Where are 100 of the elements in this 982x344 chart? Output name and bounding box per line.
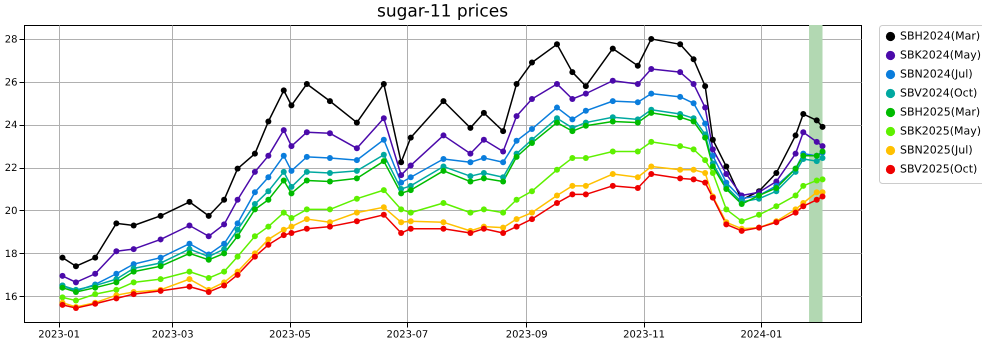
- point: [288, 224, 294, 230]
- point: [814, 117, 820, 124]
- point: [354, 196, 360, 202]
- point: [304, 226, 310, 232]
- point: [569, 128, 576, 134]
- point: [265, 196, 272, 203]
- point: [569, 69, 576, 76]
- point: [234, 254, 241, 260]
- point: [130, 279, 137, 286]
- point: [130, 246, 137, 252]
- point: [398, 206, 404, 212]
- point: [113, 248, 120, 254]
- x-tick-label: 2023-09: [506, 330, 548, 340]
- point: [554, 166, 560, 173]
- point: [186, 240, 192, 247]
- point: [677, 166, 684, 173]
- y-tick-label: 20: [4, 206, 18, 217]
- point: [710, 164, 716, 170]
- point: [634, 174, 641, 180]
- point: [354, 120, 360, 126]
- point: [221, 250, 228, 256]
- point: [690, 146, 697, 152]
- point: [158, 236, 164, 242]
- point: [280, 87, 287, 94]
- point: [677, 114, 684, 120]
- point: [72, 298, 79, 304]
- point: [280, 177, 287, 184]
- legend-label: SBV2025(Oct): [900, 162, 978, 176]
- point: [265, 242, 272, 248]
- point: [92, 270, 98, 277]
- point: [702, 134, 708, 141]
- point: [354, 218, 360, 224]
- point: [252, 150, 258, 157]
- point: [690, 80, 697, 87]
- point: [288, 184, 294, 190]
- point: [677, 94, 684, 100]
- point: [280, 210, 287, 216]
- point: [710, 136, 716, 143]
- point: [702, 170, 708, 176]
- legend-label: SBK2025(May): [900, 124, 982, 138]
- point: [582, 191, 589, 198]
- point: [648, 36, 654, 42]
- point: [554, 41, 560, 48]
- y-tick-label: 16: [4, 292, 18, 303]
- point: [800, 129, 806, 136]
- point: [480, 136, 487, 143]
- point: [800, 203, 806, 210]
- point: [677, 175, 684, 182]
- point: [554, 192, 560, 198]
- point: [723, 171, 730, 178]
- point: [252, 189, 258, 196]
- point: [326, 98, 333, 104]
- point: [354, 210, 360, 216]
- point: [634, 184, 641, 191]
- point: [326, 224, 333, 230]
- point: [677, 41, 684, 48]
- point: [326, 178, 333, 185]
- point: [398, 159, 404, 166]
- point: [221, 221, 228, 228]
- point: [480, 170, 487, 176]
- point: [500, 230, 506, 236]
- point: [569, 116, 576, 122]
- point: [514, 113, 520, 120]
- point: [380, 212, 387, 218]
- point: [648, 90, 654, 97]
- point: [280, 127, 287, 134]
- point: [234, 226, 241, 233]
- point: [792, 192, 799, 198]
- point: [582, 108, 589, 114]
- point: [440, 98, 446, 104]
- point: [408, 162, 414, 168]
- point: [467, 124, 474, 131]
- point: [408, 226, 414, 232]
- point: [440, 132, 446, 138]
- point: [234, 166, 241, 172]
- point: [514, 138, 520, 144]
- point: [158, 276, 164, 282]
- point: [467, 230, 474, 236]
- point: [113, 279, 120, 286]
- point: [514, 216, 520, 222]
- point: [710, 146, 716, 152]
- point: [206, 212, 212, 219]
- point: [354, 175, 360, 182]
- point: [800, 111, 806, 117]
- point: [467, 159, 474, 166]
- point: [514, 154, 520, 160]
- point: [221, 196, 228, 203]
- point: [280, 168, 287, 175]
- point: [514, 80, 520, 87]
- point: [514, 196, 520, 203]
- point: [820, 154, 826, 161]
- point: [610, 148, 616, 155]
- point: [814, 177, 820, 184]
- point: [820, 143, 826, 150]
- point: [304, 177, 310, 184]
- point: [186, 268, 192, 275]
- point: [800, 182, 806, 189]
- legend-label: SBN2025(Jul): [900, 144, 973, 156]
- y-tick-label: 28: [4, 34, 18, 46]
- x-tick-label: 2023-05: [269, 330, 311, 340]
